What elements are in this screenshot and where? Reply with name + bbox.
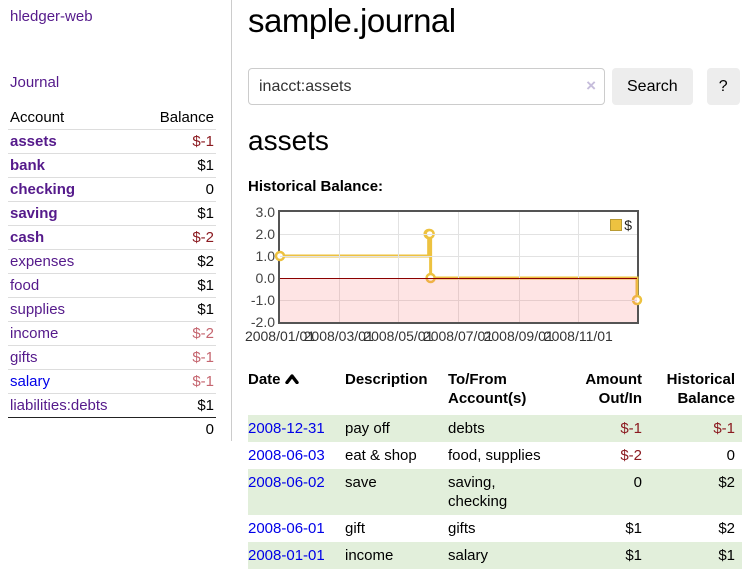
accounts-header-row: Account Balance <box>8 106 216 130</box>
account-balance: $1 <box>197 157 214 174</box>
account-row-checking: checking 0 <box>8 177 216 202</box>
chart-title: Historical Balance: <box>248 178 384 195</box>
transaction-description: pay off <box>345 420 390 437</box>
account-row-cash: cash $-2 <box>8 225 216 250</box>
transaction-description: save <box>345 474 377 491</box>
transaction-balance: $2 <box>718 520 735 537</box>
account-link-salary[interactable]: salary <box>10 373 51 390</box>
transaction-row: 2008-06-03 eat & shop food, supplies $-2… <box>248 442 742 469</box>
accounts-header-account: Account <box>10 109 65 126</box>
transaction-date-link[interactable]: 2008-06-01 <box>248 520 325 537</box>
page-title: sample.journal <box>248 2 456 39</box>
account-balance: $-1 <box>192 349 214 366</box>
account-row-assets: assets $-1 <box>8 129 216 154</box>
transaction-amount: 0 <box>633 474 642 491</box>
column-header-description: Description <box>345 371 428 388</box>
help-button[interactable]: ? <box>706 68 740 105</box>
transaction-row: 2008-12-31 pay off debts $-1 $-1 <box>248 415 742 442</box>
column-header-balance: Historical Balance <box>666 371 735 407</box>
account-link-income[interactable]: income <box>10 325 59 342</box>
transaction-row: 2008-01-01 income salary $1 $1 <box>248 542 742 569</box>
transaction-amount: $-2 <box>620 447 642 464</box>
transaction-accounts: salary <box>448 547 489 564</box>
transaction-balance: $2 <box>718 474 735 491</box>
accounts-total-row: 0 <box>8 417 216 442</box>
account-row-saving: saving $1 <box>8 201 216 226</box>
account-link-expenses[interactable]: expenses <box>10 253 75 270</box>
account-balance: $1 <box>197 205 214 222</box>
transaction-balance: $1 <box>718 547 735 564</box>
column-header-amount: Amount Out/In <box>585 371 642 407</box>
account-balance: $-1 <box>192 133 214 150</box>
historical-balance-chart: 3.0 2.0 1.0 0.0 -1.0 -2.0 $ 2008/01/01 2008/03… <box>245 204 742 344</box>
account-link-liabilities-debts[interactable]: liabilities:debts <box>10 397 108 414</box>
account-link-bank[interactable]: bank <box>10 157 46 174</box>
sidebar-item-journal[interactable]: Journal <box>10 74 60 91</box>
account-link-saving[interactable]: saving <box>10 205 58 222</box>
account-row-salary: salary $-1 <box>8 369 216 394</box>
account-row-food: food $1 <box>8 273 216 298</box>
clear-search-icon[interactable]: × <box>586 76 596 95</box>
transaction-date-link[interactable]: 2008-06-03 <box>248 447 325 464</box>
search-button[interactable]: Search <box>612 68 693 105</box>
accounts-total-value: 0 <box>205 421 214 438</box>
transaction-amount: $-1 <box>620 420 642 437</box>
transaction-description: gift <box>345 520 366 537</box>
brand-link[interactable]: hledger-web <box>10 8 93 25</box>
transaction-balance: 0 <box>726 447 735 464</box>
account-link-gifts[interactable]: gifts <box>10 349 38 366</box>
sidebar: hledger-web Journal Account Balance asse… <box>0 0 232 441</box>
account-balance: $1 <box>197 301 214 318</box>
account-balance: 0 <box>205 181 214 198</box>
column-header-date[interactable]: Date <box>248 368 345 415</box>
search-input[interactable] <box>248 68 605 105</box>
account-balance: $1 <box>197 397 214 414</box>
transaction-accounts: gifts <box>448 520 476 537</box>
account-row-income: income $-2 <box>8 321 216 346</box>
transaction-accounts: debts <box>448 420 485 437</box>
transaction-date-link[interactable]: 2008-12-31 <box>248 420 325 437</box>
account-row-expenses: expenses $2 <box>8 249 216 274</box>
transaction-row: 2008-06-01 gift gifts $1 $2 <box>248 515 742 542</box>
account-balance: $-1 <box>192 373 214 390</box>
chart-plot-area: $ <box>274 210 643 324</box>
account-link-cash[interactable]: cash <box>10 229 45 246</box>
account-balance: $-2 <box>192 325 214 342</box>
accounts-header-balance: Balance <box>159 109 214 126</box>
account-heading: assets <box>248 125 329 156</box>
account-row-liabilities-debts: liabilities:debts $1 <box>8 393 216 418</box>
register-table: Date Description To/From Account(s) Amou… <box>248 368 742 569</box>
account-link-assets[interactable]: assets <box>10 133 57 150</box>
account-balance: $2 <box>197 253 214 270</box>
account-row-bank: bank $1 <box>8 153 216 178</box>
account-row-supplies: supplies $1 <box>8 297 216 322</box>
transaction-balance: $-1 <box>713 420 735 437</box>
account-balance: $1 <box>197 277 214 294</box>
account-balance: $-2 <box>192 229 214 246</box>
transaction-amount: $1 <box>625 520 642 537</box>
search-form: × Search ? <box>248 68 742 105</box>
transaction-accounts: saving, checking <box>448 474 508 510</box>
main-content: sample.journal × Search ? assets Histori… <box>245 0 742 569</box>
accounts-table: Account Balance assets $-1 bank $1 checkin… <box>8 106 216 441</box>
transaction-amount: $1 <box>625 547 642 564</box>
transaction-description: income <box>345 547 394 564</box>
transaction-date-link[interactable]: 2008-06-02 <box>248 474 325 491</box>
transaction-description: eat & shop <box>345 447 417 464</box>
column-header-account: To/From Account(s) <box>448 371 527 407</box>
account-row-gifts: gifts $-1 <box>8 345 216 370</box>
account-link-checking[interactable]: checking <box>10 181 76 198</box>
sort-ascending-icon <box>284 374 299 385</box>
register-header-row: Date Description To/From Account(s) Amou… <box>248 368 742 415</box>
legend-swatch-icon <box>610 219 623 231</box>
chart-legend: $ <box>610 217 632 233</box>
transaction-date-link[interactable]: 2008-01-01 <box>248 547 325 564</box>
transaction-row: 2008-06-02 save saving, checking 0 $2 <box>248 469 742 515</box>
account-link-supplies[interactable]: supplies <box>10 301 66 318</box>
account-link-food[interactable]: food <box>10 277 40 294</box>
legend-label: $ <box>624 217 632 233</box>
transaction-accounts: food, supplies <box>448 447 541 464</box>
